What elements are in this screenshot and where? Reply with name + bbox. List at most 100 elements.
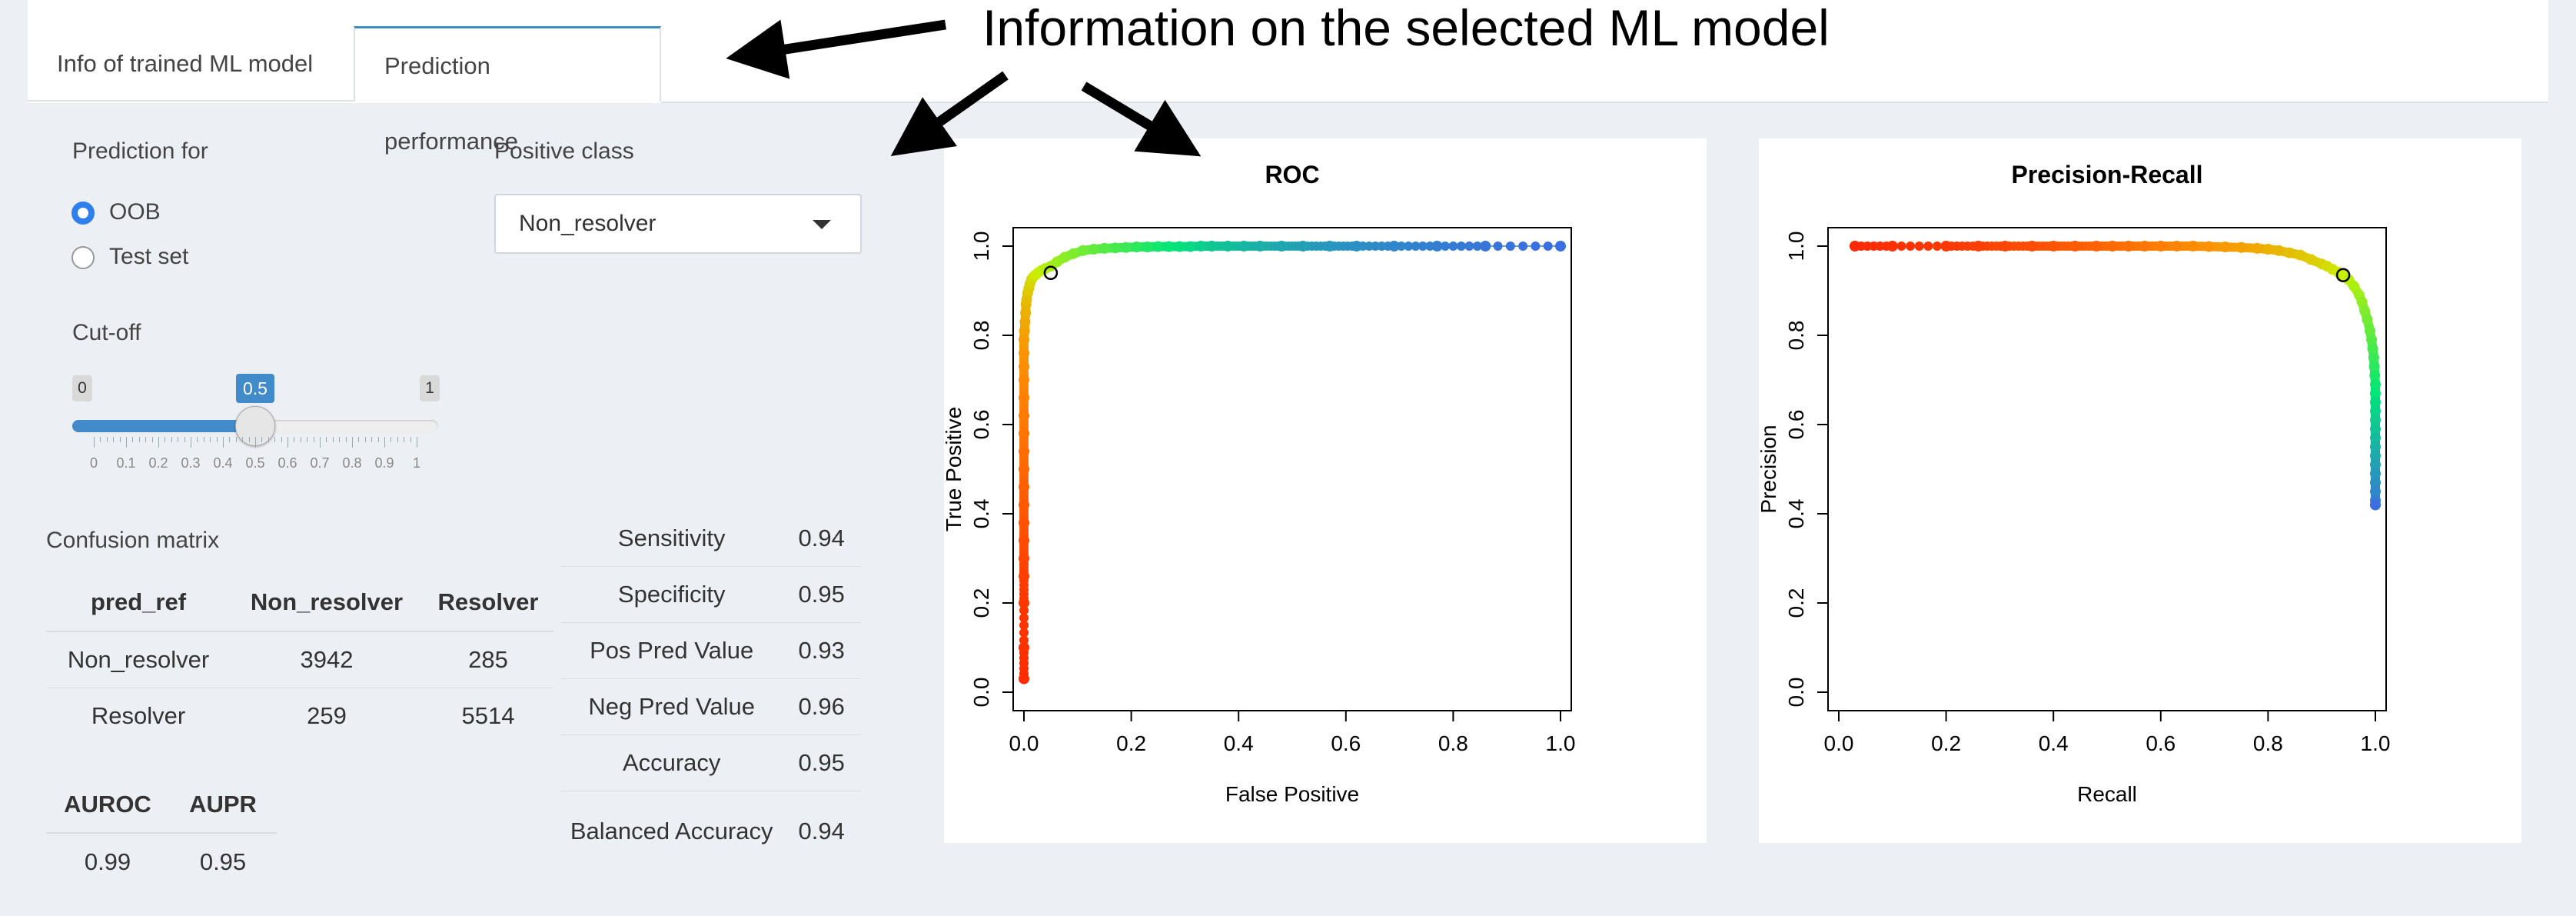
x-tick-label: 0.0 bbox=[1009, 731, 1039, 755]
data-point bbox=[1019, 316, 1031, 328]
x-tick-label: 0.4 bbox=[1224, 731, 1254, 755]
left-margin bbox=[0, 0, 28, 916]
data-point bbox=[2370, 477, 2381, 488]
data-point bbox=[1019, 571, 1029, 582]
data-point bbox=[1019, 410, 1029, 421]
slider-minor-tick bbox=[364, 437, 366, 442]
curve-trace-point bbox=[1493, 241, 1503, 251]
slider-minor-tick bbox=[171, 437, 172, 442]
radio-oob[interactable] bbox=[71, 202, 95, 225]
data-point bbox=[1120, 241, 1132, 253]
slider-minor-tick bbox=[339, 437, 341, 442]
data-point bbox=[2048, 241, 2059, 251]
slider-minor-tick bbox=[326, 437, 327, 442]
data-point bbox=[2368, 352, 2379, 363]
data-point bbox=[1019, 598, 1029, 608]
data-point bbox=[1297, 241, 1308, 251]
roc-chart: ROC 0.0 0.2 0.4 0.6 0.8 1.0 0.0 0.2 0.4 0.6 0.8 1.0 F… bbox=[944, 161, 1575, 806]
slider-minor-tick bbox=[371, 437, 373, 442]
positive-class-value: Non_resolver bbox=[519, 211, 656, 236]
tab-prediction-performance[interactable]: Prediction performance bbox=[354, 26, 661, 155]
slider-minor-tick bbox=[268, 437, 269, 442]
data-point bbox=[1886, 241, 1898, 251]
slider-tick-label: 0.5 bbox=[245, 455, 265, 471]
data-point bbox=[2370, 423, 2381, 435]
data-point bbox=[1019, 642, 1029, 653]
positive-class-select[interactable]: Non_resolver bbox=[494, 194, 862, 254]
cutoff-marker bbox=[1043, 265, 1059, 281]
cutoff-label: Cut-off bbox=[72, 320, 141, 345]
x-tick-label: 0.8 bbox=[2253, 731, 2283, 755]
chart-title: Precision-Recall bbox=[2012, 161, 2203, 188]
data-point bbox=[2370, 405, 2381, 417]
radio-test-set-label[interactable]: Test set bbox=[109, 244, 189, 269]
data-point bbox=[2106, 241, 2118, 251]
y-tick-label: 0.6 bbox=[1784, 410, 1808, 440]
series-line bbox=[1854, 245, 2376, 505]
slider-minor-tick bbox=[132, 437, 134, 442]
data-point bbox=[2370, 415, 2381, 426]
slider-tick-label: 1 bbox=[412, 455, 420, 471]
curve-trace-point bbox=[1923, 241, 1933, 251]
data-point bbox=[2295, 249, 2306, 261]
data-point bbox=[1255, 241, 1266, 251]
table-row: Resolver 259 5514 bbox=[46, 688, 553, 744]
data-point bbox=[2203, 241, 2215, 252]
slider-minor-tick bbox=[100, 437, 101, 442]
slider-tick bbox=[255, 437, 256, 448]
table-cell: 0.95 bbox=[169, 832, 277, 891]
data-point bbox=[1206, 241, 1218, 251]
data-point bbox=[2370, 432, 2381, 444]
data-point bbox=[1059, 251, 1071, 263]
slider-minor-tick bbox=[106, 437, 108, 442]
stat-value: 0.93 bbox=[782, 622, 861, 679]
table-cell: Resolver bbox=[46, 688, 231, 744]
table-header-cell: Non_resolver bbox=[231, 574, 423, 632]
data-point bbox=[1019, 428, 1029, 439]
data-point bbox=[1019, 325, 1030, 337]
y-tick-label: 0.0 bbox=[969, 678, 993, 708]
y-tick-label: 0.6 bbox=[969, 410, 993, 440]
data-point bbox=[2365, 325, 2376, 337]
radio-oob-label[interactable]: OOB bbox=[109, 199, 161, 225]
slider-minor-tick bbox=[274, 437, 276, 442]
data-point bbox=[1019, 348, 1029, 359]
slider-tick bbox=[158, 437, 159, 448]
y-tick-label: 0.4 bbox=[969, 499, 993, 529]
curve-trace-point bbox=[1404, 241, 1414, 251]
data-point bbox=[2155, 241, 2166, 251]
y-tick-label: 1.0 bbox=[969, 231, 993, 261]
slider-tick bbox=[126, 437, 127, 448]
annotation-arrows bbox=[726, 19, 1202, 157]
y-tick-label: 0.4 bbox=[1784, 499, 1808, 529]
curve-trace-point bbox=[1906, 241, 1916, 251]
data-point bbox=[2069, 241, 2081, 251]
curve-trace-point bbox=[1448, 241, 1458, 251]
auc-table: AUROC AUPR 0.99 0.95 bbox=[46, 777, 277, 891]
data-point bbox=[2367, 343, 2378, 355]
data-point bbox=[1222, 241, 1234, 251]
curve-trace-point bbox=[1896, 241, 1906, 251]
slider-minor-tick bbox=[113, 437, 115, 442]
tab-info-of-trained-model[interactable]: Info of trained ML model bbox=[28, 26, 354, 102]
curve-trace-point bbox=[1019, 628, 1029, 638]
data-point bbox=[2262, 244, 2274, 255]
x-tick-label: 0.6 bbox=[1331, 731, 1361, 755]
data-point bbox=[1109, 242, 1121, 254]
data-point bbox=[2171, 241, 2182, 251]
slider-minor-tick bbox=[229, 437, 231, 442]
data-point bbox=[2370, 450, 2381, 461]
curve-trace-point bbox=[1411, 241, 1421, 251]
table-row: Pos Pred Value 0.93 bbox=[561, 622, 861, 679]
confusion-matrix-title: Confusion matrix bbox=[46, 528, 220, 553]
radio-test-set[interactable] bbox=[71, 246, 95, 269]
data-point bbox=[2370, 388, 2381, 399]
data-point bbox=[1099, 242, 1110, 254]
curve-trace-point bbox=[1019, 613, 1029, 623]
y-tick-label: 0.2 bbox=[969, 588, 993, 618]
data-point bbox=[2356, 296, 2368, 308]
curve-trace-point bbox=[1914, 241, 1924, 251]
curve-trace-point bbox=[1518, 241, 1528, 251]
data-point bbox=[1324, 241, 1335, 251]
